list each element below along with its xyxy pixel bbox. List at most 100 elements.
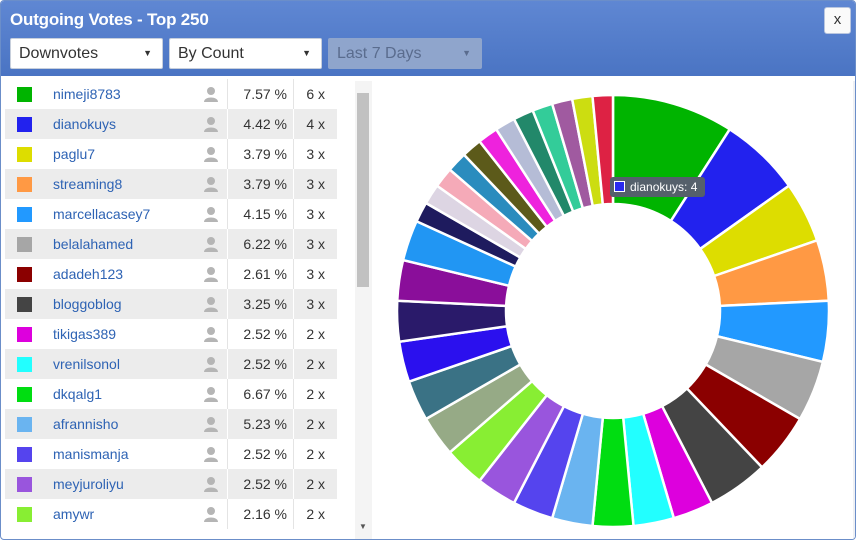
sort-select[interactable]: By Count ▼ — [169, 38, 322, 69]
username-link[interactable]: streaming8 — [53, 176, 123, 192]
username-link[interactable]: dianokuys — [53, 116, 117, 132]
voter-list: nimeji8783 7.57 % 6 x dianokuys 4.42 % 4 x pag… — [1, 79, 337, 539]
color-swatch — [17, 147, 32, 162]
column-divider — [227, 259, 228, 289]
user-icon[interactable] — [202, 385, 220, 403]
list-item[interactable]: manismanja 2.52 % 2 x — [5, 439, 337, 469]
username-link[interactable]: marcellacasey7 — [53, 206, 151, 222]
user-icon[interactable] — [202, 235, 220, 253]
vote-percent: 6.67 % — [243, 386, 287, 402]
list-item[interactable]: afrannisho 5.23 % 2 x — [5, 409, 337, 439]
list-item[interactable]: adadeh123 2.61 % 3 x — [5, 259, 337, 289]
username-link[interactable]: dkqalg1 — [53, 386, 103, 402]
vote-count: 2 x — [306, 506, 325, 522]
list-item[interactable]: streaming8 3.79 % 3 x — [5, 169, 337, 199]
scrollbar-thumb[interactable] — [357, 93, 369, 287]
vote-count: 3 x — [306, 236, 325, 252]
vote-percent: 3.79 % — [243, 176, 287, 192]
vote-count: 2 x — [306, 326, 325, 342]
close-button[interactable]: x — [824, 7, 851, 34]
color-swatch — [17, 327, 32, 342]
column-divider — [227, 199, 228, 229]
column-divider — [293, 169, 294, 199]
list-item[interactable]: dkqalg1 6.67 % 2 x — [5, 379, 337, 409]
user-icon[interactable] — [202, 265, 220, 283]
user-icon[interactable] — [202, 445, 220, 463]
scroll-down-arrow-icon[interactable]: ▼ — [359, 522, 367, 531]
username-link[interactable]: tikigas389 — [53, 326, 117, 342]
column-divider — [227, 349, 228, 379]
vote-percent: 2.52 % — [243, 446, 287, 462]
username-link[interactable]: belalahamed — [53, 236, 134, 252]
color-swatch — [17, 297, 32, 312]
vote-percent: 6.22 % — [243, 236, 287, 252]
column-divider — [227, 499, 228, 529]
vote-percent: 5.23 % — [243, 416, 287, 432]
chevron-down-icon: ▼ — [302, 48, 311, 58]
user-icon[interactable] — [202, 145, 220, 163]
column-divider — [293, 409, 294, 439]
username-link[interactable]: vrenilsonol — [53, 356, 120, 372]
column-divider — [227, 319, 228, 349]
user-icon[interactable] — [202, 205, 220, 223]
user-icon[interactable] — [202, 415, 220, 433]
vote-count: 2 x — [306, 416, 325, 432]
user-icon[interactable] — [202, 355, 220, 373]
user-icon[interactable] — [202, 175, 220, 193]
chevron-down-icon: ▼ — [143, 48, 152, 58]
user-icon[interactable] — [202, 85, 220, 103]
vote-count: 3 x — [306, 266, 325, 282]
user-icon[interactable] — [202, 475, 220, 493]
color-swatch — [17, 507, 32, 522]
color-swatch — [17, 387, 32, 402]
donut-slice-slice-33[interactable] — [591, 93, 615, 206]
username-link[interactable]: manismanja — [53, 446, 129, 462]
color-swatch — [17, 117, 32, 132]
chart-tooltip: dianokuys: 4 — [610, 177, 706, 197]
vote-percent: 3.25 % — [243, 296, 287, 312]
vote-type-select[interactable]: Downvotes ▼ — [10, 38, 163, 69]
column-divider — [293, 199, 294, 229]
user-icon[interactable] — [202, 505, 220, 523]
vote-count: 2 x — [306, 476, 325, 492]
time-range-value: Last 7 Days — [337, 45, 422, 62]
panel-edge — [853, 81, 855, 539]
column-divider — [293, 139, 294, 169]
username-link[interactable]: afrannisho — [53, 416, 119, 432]
column-divider — [227, 289, 228, 319]
vote-count: 3 x — [306, 206, 325, 222]
list-item[interactable]: amywr 2.16 % 2 x — [5, 499, 337, 529]
list-item[interactable]: bloggoblog 3.25 % 3 x — [5, 289, 337, 319]
username-link[interactable]: meyjuroliyu — [53, 476, 124, 492]
list-item[interactable]: tikigas389 2.52 % 2 x — [5, 319, 337, 349]
list-item[interactable] — [5, 529, 337, 539]
color-swatch — [17, 207, 32, 222]
sort-value: By Count — [178, 45, 244, 62]
vote-percent: 7.57 % — [243, 86, 287, 102]
vote-percent: 2.16 % — [243, 506, 287, 522]
column-divider — [227, 139, 228, 169]
list-item[interactable]: nimeji8783 7.57 % 6 x — [5, 79, 337, 109]
user-icon[interactable] — [202, 325, 220, 343]
column-divider — [227, 409, 228, 439]
list-item[interactable]: marcellacasey7 4.15 % 3 x — [5, 199, 337, 229]
vote-percent: 2.52 % — [243, 356, 287, 372]
user-icon[interactable] — [202, 295, 220, 313]
username-link[interactable]: bloggoblog — [53, 296, 122, 312]
list-item[interactable]: meyjuroliyu 2.52 % 2 x — [5, 469, 337, 499]
list-item[interactable]: vrenilsonol 2.52 % 2 x — [5, 349, 337, 379]
column-divider — [227, 109, 228, 139]
column-divider — [227, 229, 228, 259]
tooltip-swatch — [614, 181, 625, 192]
list-item[interactable]: paglu7 3.79 % 3 x — [5, 139, 337, 169]
username-link[interactable]: adadeh123 — [53, 266, 124, 282]
list-item[interactable]: belalahamed 6.22 % 3 x — [5, 229, 337, 259]
user-icon[interactable] — [202, 115, 220, 133]
list-item[interactable]: dianokuys 4.42 % 4 x — [5, 109, 337, 139]
column-divider — [293, 109, 294, 139]
vote-count: 3 x — [306, 296, 325, 312]
color-swatch — [17, 477, 32, 492]
username-link[interactable]: paglu7 — [53, 146, 96, 162]
username-link[interactable]: amywr — [53, 506, 95, 522]
username-link[interactable]: nimeji8783 — [53, 86, 121, 102]
